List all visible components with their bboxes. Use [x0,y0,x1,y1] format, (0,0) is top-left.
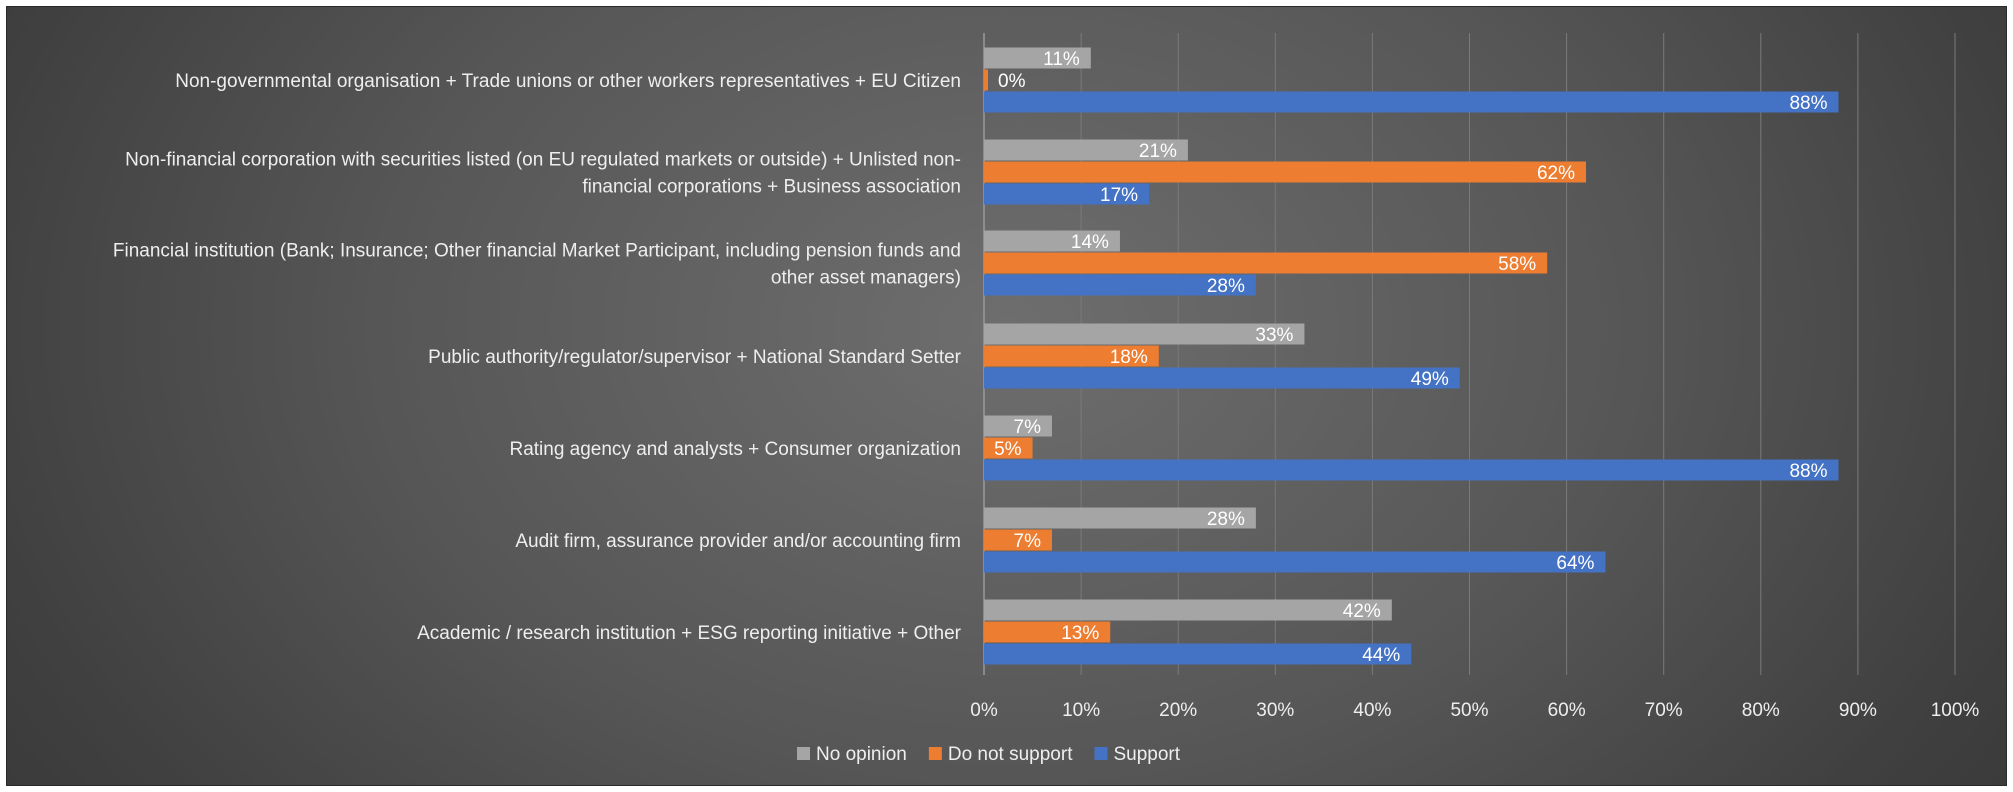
bar-do-not-support [984,69,988,91]
bar-no-opinion [984,599,1392,621]
bar-do-not-support [984,529,1052,551]
bar-support [984,183,1150,205]
data-label: 58% [1498,254,1536,275]
data-label: 28% [1207,509,1245,530]
data-label: 88% [1789,93,1827,114]
category-label: Academic / research institution + ESG re… [417,623,962,644]
bar-no-opinion [984,507,1256,529]
x-tick-label: 70% [1645,700,1683,721]
category-label: other asset managers) [771,268,961,289]
bar-support [984,274,1256,296]
data-label: 33% [1255,325,1293,346]
x-tick-label: 20% [1159,700,1197,721]
bar-do-not-support [984,621,1111,643]
data-label: 64% [1556,553,1594,574]
data-label: 18% [1110,347,1148,368]
x-tick-label: 80% [1742,700,1780,721]
legend-entry: Support [1113,744,1180,765]
x-tick-label: 50% [1450,700,1488,721]
category-label: Financial institution (Bank; Insurance; … [113,241,961,262]
bar-support [984,91,1839,113]
x-tick-label: 100% [1931,700,1980,721]
bar-support [984,367,1460,389]
bar-support [984,459,1839,481]
x-tick-label: 30% [1256,700,1294,721]
bar-support [984,551,1606,573]
category-label: Audit firm, assurance provider and/or ac… [515,531,961,552]
bar-do-not-support [984,161,1587,183]
data-label: 0% [998,71,1026,92]
data-label: 11% [1043,49,1080,70]
data-label: 13% [1061,623,1099,644]
bar-do-not-support [984,345,1159,367]
data-label: 28% [1207,276,1245,297]
bar-do-not-support [984,437,1033,459]
bars: 11%21%14%33%7%28%42%0%62%58%18%5%7%13%88… [984,47,1839,666]
x-tick-label: 90% [1839,700,1877,721]
category-label: Public authority/regulator/supervisor + … [428,347,961,368]
legend-entry: No opinion [816,744,907,765]
category-label: Rating agency and analysts + Consumer or… [509,439,961,460]
bar-no-opinion [984,415,1052,437]
x-tick-label: 10% [1062,700,1100,721]
data-label: 44% [1362,645,1400,666]
data-label: 49% [1411,369,1449,390]
bar-no-opinion [984,47,1091,69]
legend-swatch [1094,747,1108,760]
category-label: financial corporations + Business associ… [582,177,961,198]
legend-swatch [928,747,942,760]
data-label: 17% [1100,185,1138,206]
x-tick-label: 0% [970,700,998,721]
data-label: 5% [994,439,1022,460]
x-axis-ticks: 0% 10% 20% 30% 40% 50% 60% 70% 80% 90% 100% [970,700,1979,721]
data-label: 42% [1343,601,1381,622]
data-label: 7% [1014,531,1042,552]
bar-no-opinion [984,323,1305,345]
category-label: Non-governmental organisation + Trade un… [175,71,961,92]
data-label: 88% [1789,461,1827,482]
data-label: 62% [1537,163,1575,184]
category-label: Non-financial corporation with securitie… [125,150,961,171]
bar-support [984,643,1412,665]
data-label: 21% [1139,141,1177,162]
bar-no-opinion [984,139,1188,161]
x-tick-label: 40% [1353,700,1391,721]
legend: No opinion Do not support Support [797,744,1181,765]
legend-entry: Do not support [948,744,1073,765]
category-labels: Non-governmental organisation + Trade un… [113,71,962,644]
legend-swatch [797,747,810,760]
x-tick-label: 60% [1548,700,1586,721]
data-label: 14% [1071,232,1109,253]
data-label: 7% [1014,417,1042,438]
bar-do-not-support [984,252,1548,274]
bar-no-opinion [984,230,1120,252]
